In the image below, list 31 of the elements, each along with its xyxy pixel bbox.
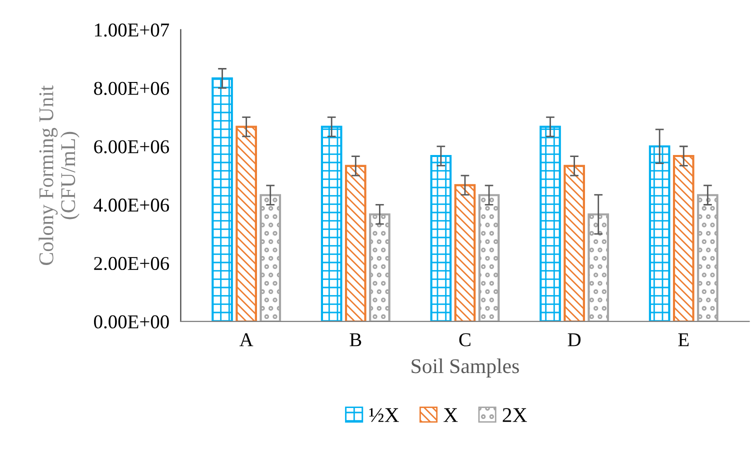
bar [564, 164, 585, 322]
x-tick-label: C [459, 333, 470, 346]
bar [369, 213, 390, 322]
bar [648, 145, 670, 322]
bar [236, 126, 257, 322]
legend-label: ½X [369, 408, 399, 422]
bar [588, 213, 610, 322]
y-tick-label: 8.00E+06 [94, 82, 170, 96]
y-tick-label: 2.00E+06 [94, 256, 170, 270]
x-tick-label: B [350, 333, 362, 346]
bar [540, 126, 561, 322]
x-tick-label: E [678, 333, 689, 346]
x-tick-label: D [568, 333, 581, 346]
bar [430, 154, 452, 322]
bar [212, 77, 233, 322]
bar [454, 184, 476, 322]
bar [260, 194, 282, 322]
y-tick-label: 4.00E+06 [94, 198, 170, 212]
y-tick-label: 6.00E+06 [94, 140, 170, 154]
legend-label: X [444, 408, 458, 422]
bar [344, 164, 366, 322]
bar [672, 154, 694, 322]
bar [697, 194, 718, 322]
y-tick-label: 1.00E+07 [95, 23, 170, 37]
x-axis-title: Soil Samples [412, 358, 519, 378]
y-axis-title: Colony Forming Unit (CFU/mL) [38, 85, 80, 265]
bar [478, 194, 500, 322]
legend-label: 2X [502, 408, 527, 422]
bar [320, 126, 342, 322]
y-tick-label: 0.00E+00 [94, 315, 169, 329]
x-tick-label: A [239, 333, 254, 346]
